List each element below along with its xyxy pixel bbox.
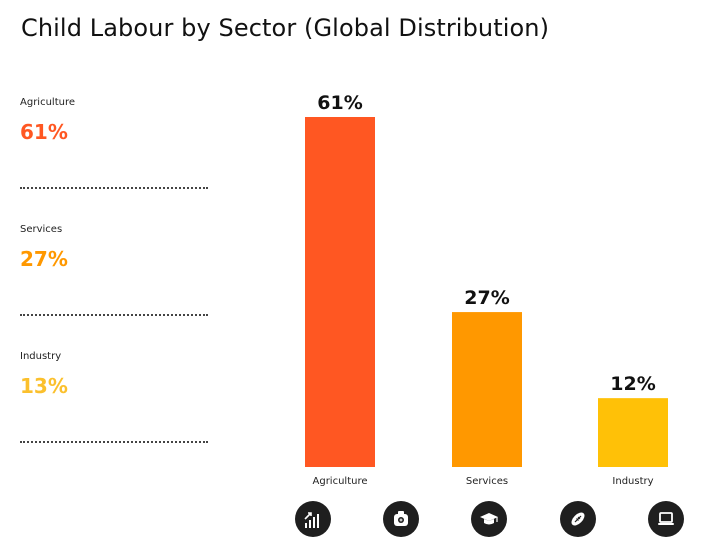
laptop-icon[interactable] <box>648 501 684 537</box>
x-tick-label: Services <box>466 476 508 487</box>
x-tick-label: Agriculture <box>313 476 368 487</box>
stat-value-industry: 13% <box>20 374 68 398</box>
divider <box>20 441 208 443</box>
data-label: 61% <box>317 92 362 114</box>
stat-value-services: 27% <box>20 247 68 271</box>
stat-label-industry: Industry <box>20 351 62 362</box>
x-tick-label: Industry <box>612 476 653 487</box>
divider <box>20 187 208 189</box>
graduation-cap-icon[interactable] <box>471 501 507 537</box>
bar-services <box>452 312 522 467</box>
football-icon[interactable] <box>560 501 596 537</box>
bar-industry <box>598 398 668 467</box>
data-label: 27% <box>464 287 509 309</box>
camera-icon[interactable] <box>383 501 419 537</box>
stat-label-services: Services <box>20 224 63 235</box>
divider <box>20 314 208 316</box>
chart-title: Child Labour by Sector (Global Distribut… <box>21 14 550 42</box>
signal-bars-icon[interactable] <box>295 501 331 537</box>
stat-value-agriculture: 61% <box>20 120 68 144</box>
stat-label-agriculture: Agriculture <box>20 97 75 108</box>
data-label: 12% <box>610 373 655 395</box>
bar-agriculture <box>305 117 375 467</box>
